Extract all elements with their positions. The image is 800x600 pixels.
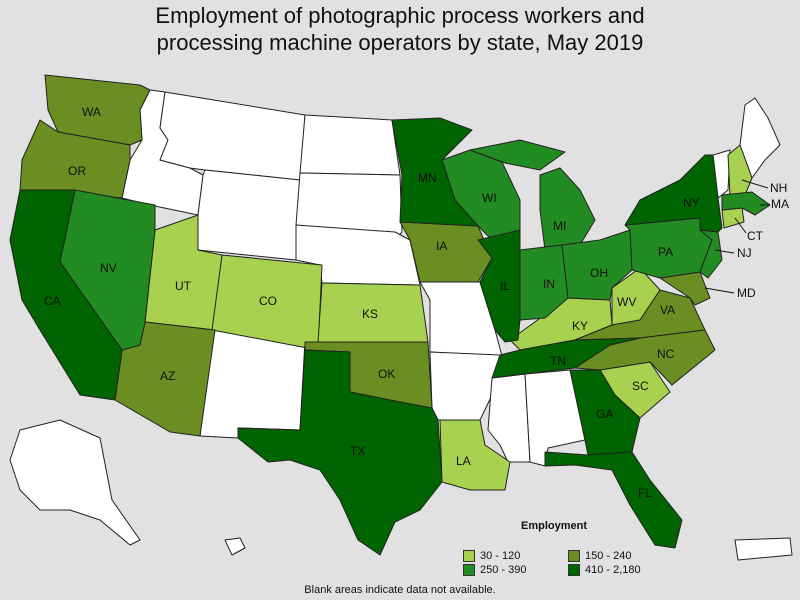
legend-swatch: [568, 550, 580, 562]
state-tennessee[interactable]: [491, 337, 641, 379]
state-louisiana[interactable]: [439, 419, 511, 491]
state-new-york[interactable]: [624, 154, 723, 233]
state-label-wi: WI: [482, 191, 497, 205]
state-michigan[interactable]: [539, 167, 596, 251]
state-label-co: CO: [259, 294, 277, 308]
state-alaska[interactable]: [9, 419, 141, 546]
state-mississippi[interactable]: [487, 373, 531, 463]
legend-swatch: [568, 564, 580, 576]
legend-title: Employment: [521, 520, 588, 532]
state-label-ny: NY: [683, 196, 700, 210]
state-label-ut: UT: [175, 279, 192, 293]
title-line-1: Employment of photographic process worke…: [155, 3, 645, 28]
state-texas[interactable]: [237, 349, 443, 556]
state-minnesota[interactable]: [391, 117, 479, 227]
state-wyoming[interactable]: [197, 169, 301, 261]
legend-item-30-120: 30 - 120: [463, 550, 568, 562]
state-new-mexico[interactable]: [199, 329, 306, 439]
state-illinois[interactable]: [477, 229, 521, 343]
state-oregon[interactable]: [19, 119, 131, 199]
legend-label: 410 - 2,180: [585, 564, 641, 576]
state-label-ma: MA: [771, 197, 789, 211]
state-label-md: MD: [737, 286, 756, 300]
state-new-hampshire[interactable]: [727, 144, 753, 196]
state-maine[interactable]: [739, 97, 781, 179]
state-massachusetts[interactable]: [721, 191, 771, 216]
state-label-nj: NJ: [737, 246, 752, 260]
legend: Employment 30 - 120 150 - 240 250 - 390 …: [463, 520, 663, 576]
state-label-mn: MN: [418, 171, 437, 185]
state-label-in: IN: [543, 277, 555, 291]
legend-item-150-240: 150 - 240: [568, 550, 663, 562]
state-label-tn: TN: [550, 354, 566, 368]
state-washington[interactable]: [44, 74, 151, 146]
state-hawaii[interactable]: [224, 537, 246, 556]
state-ohio[interactable]: [561, 229, 633, 301]
title-line-2: processing machine operators by state, M…: [156, 30, 644, 55]
legend-label: 30 - 120: [480, 550, 521, 562]
state-label-la: LA: [456, 454, 471, 468]
state-label-ia: IA: [436, 239, 447, 253]
state-label-wa: WA: [82, 105, 101, 119]
state-label-nc: NC: [657, 347, 675, 361]
state-california[interactable]: [9, 189, 123, 401]
state-label-oh: OH: [590, 266, 608, 280]
state-label-ks: KS: [362, 307, 378, 321]
state-florida[interactable]: [544, 451, 683, 549]
state-georgia[interactable]: [569, 369, 641, 456]
blank-areas-note: Blank areas indicate data not available.: [304, 584, 496, 596]
state-label-or: OR: [68, 164, 86, 178]
state-label-wv: WV: [617, 295, 636, 309]
callout-lines: [704, 179, 769, 294]
state-label-az: AZ: [160, 369, 175, 383]
state-label-va: VA: [660, 303, 675, 317]
legend-item-250-390: 250 - 390: [463, 564, 568, 576]
state-puerto-rico[interactable]: [734, 537, 793, 561]
state-label-fl: FL: [638, 486, 652, 500]
state-label-nv: NV: [100, 261, 117, 275]
state-label-mi: MI: [553, 219, 566, 233]
state-label-tx: TX: [350, 444, 365, 458]
state-label-sc: SC: [632, 379, 649, 393]
legend-swatch: [463, 564, 475, 576]
state-label-ct: CT: [747, 229, 764, 243]
state-label-ky: KY: [572, 319, 588, 333]
state-label-il: IL: [500, 279, 510, 293]
state-label-ok: OK: [378, 367, 395, 381]
legend-swatch: [463, 550, 475, 562]
map-title: Employment of photographic process worke…: [0, 2, 800, 56]
legend-item-410-2180: 410 - 2,180: [568, 564, 663, 576]
state-north-dakota[interactable]: [299, 114, 401, 176]
state-michigan-upper[interactable]: [469, 139, 566, 171]
state-label-nh: NH: [770, 181, 787, 195]
state-label-pa: PA: [658, 245, 673, 259]
legend-label: 250 - 390: [480, 564, 527, 576]
legend-label: 150 - 240: [585, 550, 632, 562]
state-label-ga: GA: [596, 407, 613, 421]
state-label-ca: CA: [44, 294, 61, 308]
